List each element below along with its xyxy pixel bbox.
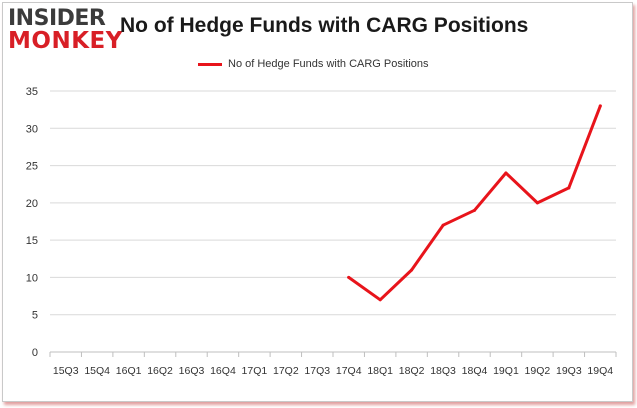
- chart-title: No of Hedge Funds with CARG Positions: [120, 14, 529, 37]
- x-tick-label: 18Q3: [430, 365, 456, 377]
- logo-text-monkey: MONKEY: [8, 28, 123, 54]
- y-tick-label: 30: [26, 123, 38, 135]
- data-point: [378, 298, 382, 302]
- x-tick-label: 16Q1: [116, 365, 142, 377]
- x-tick-label: 16Q2: [147, 365, 173, 377]
- y-tick-label: 25: [26, 161, 38, 173]
- x-tick-label: 19Q4: [587, 365, 613, 377]
- x-tick-label: 19Q1: [493, 365, 519, 377]
- data-point: [473, 208, 476, 212]
- data-point: [347, 275, 351, 279]
- data-point: [410, 268, 414, 272]
- y-tick-label: 5: [32, 310, 38, 322]
- x-tick-label: 17Q2: [273, 365, 299, 377]
- legend-swatch: [198, 62, 222, 66]
- insider-monkey-logo: INSIDER MONKEY: [8, 6, 122, 56]
- y-tick-label: 0: [32, 347, 38, 359]
- data-point: [504, 171, 508, 175]
- data-point: [535, 201, 539, 205]
- data-point: [598, 104, 602, 108]
- y-tick-label: 35: [26, 86, 38, 98]
- data-point: [567, 186, 571, 190]
- x-tick-label: 18Q2: [399, 365, 425, 377]
- x-tick-label: 17Q4: [336, 365, 362, 377]
- x-tick-label: 16Q3: [179, 365, 205, 377]
- chart-frame: [2, 2, 633, 402]
- x-tick-label: 15Q4: [84, 365, 110, 377]
- logo-text-insider: INSIDER: [8, 6, 106, 31]
- x-tick-label: 17Q1: [242, 365, 268, 377]
- y-tick-label: 10: [26, 272, 38, 284]
- x-tick-label: 18Q1: [367, 365, 393, 377]
- chart-legend: No of Hedge Funds with CARG Positions: [198, 56, 429, 72]
- y-tick-label: 20: [26, 198, 38, 210]
- y-tick-label: 15: [26, 235, 38, 247]
- x-tick-label: 19Q3: [556, 365, 582, 377]
- data-point: [441, 223, 445, 227]
- x-tick-label: 16Q4: [210, 365, 236, 377]
- x-tick-label: 18Q4: [462, 365, 488, 377]
- x-tick-label: 15Q3: [53, 365, 79, 377]
- x-tick-label: 19Q2: [525, 365, 551, 377]
- x-tick-label: 17Q3: [304, 365, 330, 377]
- legend-label: No of Hedge Funds with CARG Positions: [228, 58, 429, 70]
